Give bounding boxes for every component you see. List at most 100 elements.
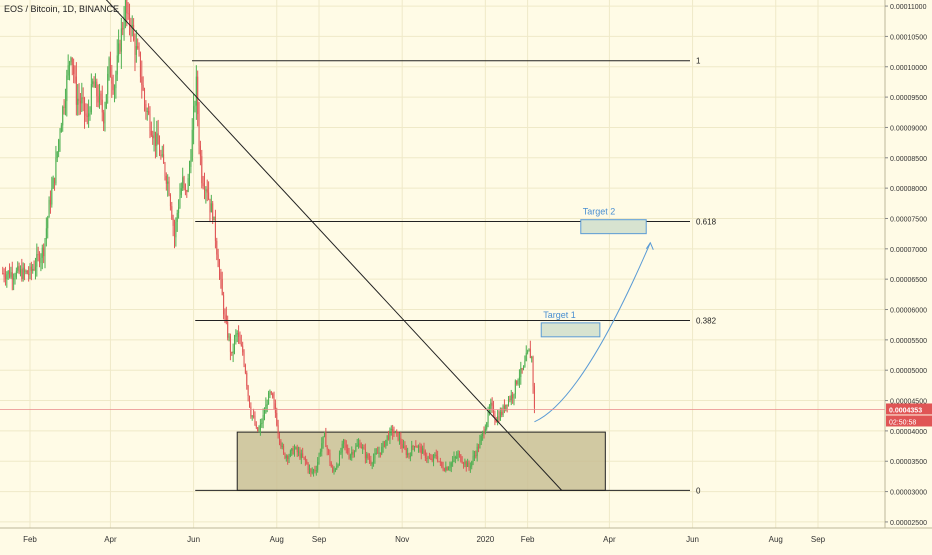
candle-body	[9, 270, 11, 277]
candle-body	[319, 451, 321, 455]
candle-body	[397, 431, 399, 441]
candle-body	[345, 444, 347, 448]
candle-body	[180, 188, 182, 195]
candle-body	[116, 55, 118, 75]
candle-body	[150, 131, 152, 136]
candle-body	[497, 416, 499, 423]
candle-body	[415, 446, 417, 448]
candle-body	[36, 254, 38, 267]
candle-body	[525, 352, 527, 362]
candle-body	[269, 391, 271, 393]
candle-body	[236, 333, 238, 335]
candle-body	[351, 452, 353, 455]
candle-body	[217, 254, 219, 267]
candle-body	[503, 405, 505, 410]
candle-body	[14, 277, 16, 279]
candle-body	[501, 411, 503, 415]
candle-body	[193, 106, 195, 130]
candle-body	[280, 441, 282, 447]
candle-body	[422, 448, 424, 454]
candle-body	[479, 440, 481, 449]
candle-body	[460, 454, 462, 462]
candle-body	[473, 455, 475, 457]
candle-body	[243, 352, 245, 365]
candle-body	[221, 279, 223, 296]
candle-body	[389, 429, 391, 440]
candle-body	[307, 463, 309, 470]
candle-body	[418, 446, 420, 448]
candle-body	[296, 447, 298, 453]
candle-body	[191, 129, 193, 161]
candle-body	[114, 88, 116, 91]
candle-body	[25, 270, 27, 272]
candle-body	[379, 452, 381, 454]
candle-body	[465, 461, 467, 467]
current-price-label: 0.0004353	[889, 407, 922, 414]
candle-body	[78, 98, 80, 101]
candle-body	[437, 456, 439, 461]
candle-body	[108, 58, 110, 74]
candle-body	[157, 133, 159, 145]
candle-body	[480, 435, 482, 441]
candle-body	[30, 266, 32, 271]
candle-body	[524, 361, 526, 367]
candle-body	[107, 73, 109, 95]
candle-body	[49, 199, 51, 205]
candle-body	[427, 457, 429, 459]
candle-body	[300, 453, 302, 459]
candle-body	[85, 113, 87, 116]
price-axis: 0.00011000 0.00010500 0.00010000 0.00009500…	[884, 0, 932, 550]
candle-body	[449, 466, 451, 469]
candle-body	[442, 466, 444, 470]
candle-body	[424, 450, 426, 458]
candle-body	[514, 380, 516, 395]
candle-body	[129, 13, 131, 25]
candle-body	[533, 386, 535, 408]
candle-body	[74, 74, 76, 77]
candle-body	[385, 439, 387, 447]
candle-body	[353, 451, 355, 455]
candle-body	[160, 155, 162, 157]
candle-body	[302, 453, 304, 457]
candle-body	[109, 58, 111, 78]
time-tick-label: Feb	[23, 535, 37, 544]
candle-body	[298, 451, 300, 453]
candle-body	[284, 453, 286, 459]
candle-body	[322, 436, 324, 444]
candle-body	[227, 322, 229, 338]
candle-body	[378, 452, 380, 454]
candle-body	[13, 278, 15, 280]
candle-body	[411, 445, 413, 456]
time-tick-label: 2020	[476, 535, 494, 544]
candle-body	[174, 225, 176, 238]
price-tick-label: 0.00009500	[890, 95, 927, 102]
candle-body	[394, 430, 396, 434]
candle-body	[34, 266, 36, 270]
candle-body	[67, 65, 69, 76]
candle-body	[262, 414, 264, 424]
candle-body	[313, 469, 315, 472]
candle-body	[375, 452, 377, 454]
candle-body	[516, 380, 518, 385]
candle-body	[126, 0, 128, 14]
candle-body	[407, 453, 409, 455]
candle-body	[96, 81, 98, 97]
candle-body	[213, 216, 215, 221]
candle-body	[506, 404, 508, 406]
candle-body	[392, 428, 394, 434]
candle-body	[179, 194, 181, 208]
time-tick-label: Jun	[187, 535, 200, 544]
price-axis-bg	[885, 0, 932, 550]
price-tick-label: 0.00008500	[890, 156, 927, 163]
countdown-badge	[886, 415, 932, 427]
fib-level-label: 0.382	[696, 316, 717, 325]
candle-body	[212, 203, 214, 221]
candle-body	[277, 425, 279, 435]
candle-body	[48, 199, 50, 218]
candle-body	[317, 461, 319, 471]
candle-body	[246, 372, 248, 386]
time-tick-label: Sep	[312, 535, 327, 544]
candle-body	[498, 416, 500, 421]
